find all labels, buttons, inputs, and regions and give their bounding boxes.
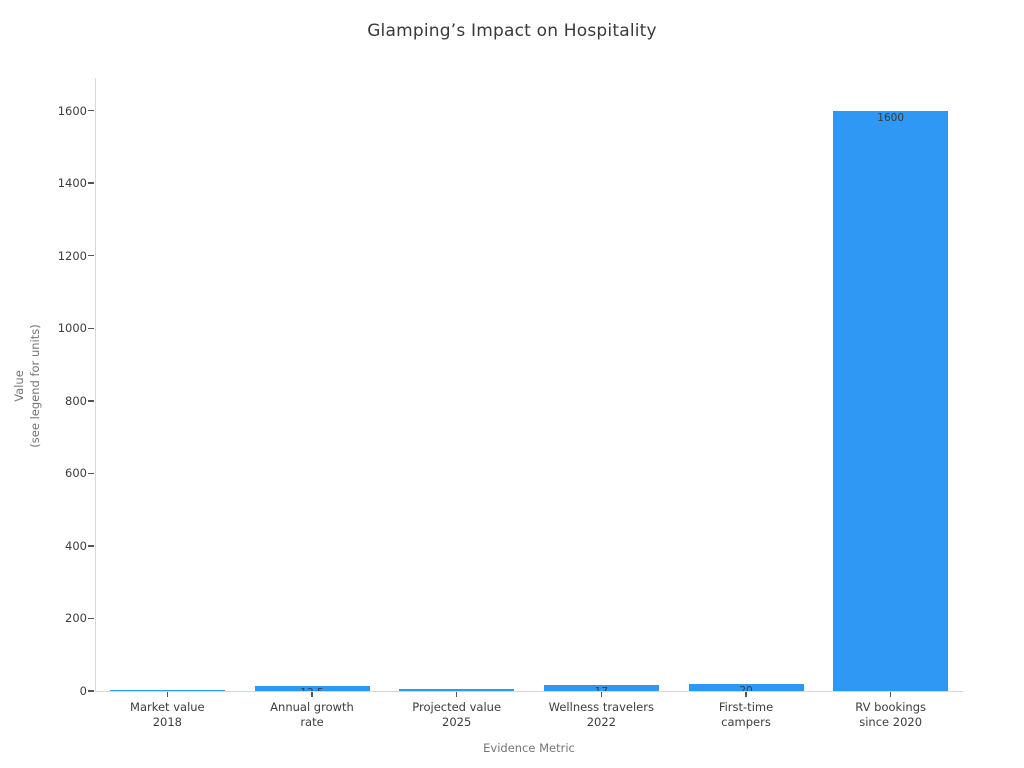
y-tick-mark [88, 109, 94, 112]
x-axis-spine [95, 691, 963, 692]
y-tick-label: 1400 [57, 176, 87, 191]
y-axis-spine [95, 78, 96, 691]
x-tick-mark [600, 692, 603, 697]
x-tick-mark [311, 692, 313, 697]
x-tick-label: First-time campers [718, 700, 774, 729]
y-tick-label: 1200 [57, 248, 87, 263]
y-tick-label: 1000 [57, 321, 87, 336]
chart-title: Glamping’s Impact on Hospitality [367, 21, 657, 41]
x-tick-mark [455, 692, 458, 697]
x-tick-mark [745, 692, 747, 697]
bar: 2.1 [109, 690, 225, 691]
x-tick-label: RV bookings since 2020 [855, 700, 926, 729]
bar: 4.8 [399, 689, 515, 691]
bar: 20 [688, 683, 804, 691]
x-tick-label: Projected value 2025 [412, 700, 502, 729]
bar-value-label: 20 [739, 684, 753, 691]
bar-value-label: 17 [544, 686, 659, 691]
y-tick-label: 400 [65, 538, 87, 553]
y-tick-mark [88, 472, 94, 475]
bar-value-label: 1600 [877, 111, 905, 124]
y-tick-label: 800 [65, 393, 87, 408]
y-tick-mark [88, 690, 94, 692]
plot-area: 0 200 400 600 800 1000 1200 1400 1600 2.1 12.5 4.8… [58, 78, 963, 729]
y-tick-label: 600 [65, 466, 87, 481]
y-tick-mark [88, 327, 94, 329]
y-tick-mark [88, 545, 94, 547]
x-tick-label: Annual growth rate [270, 700, 354, 729]
y-tick-label: 200 [65, 611, 87, 626]
y-tick-label: 0 [79, 684, 87, 698]
y-tick-mark [88, 182, 94, 184]
x-tick-mark [889, 692, 892, 697]
y-tick-mark [88, 255, 94, 257]
y-axis-label: Value (see legend for units) [12, 324, 42, 448]
x-tick-label: Market value 2018 [130, 700, 205, 729]
y-tick-label: 1600 [57, 103, 87, 118]
x-tick-label: Wellness travelers 2022 [548, 700, 654, 729]
x-tick-mark [166, 692, 169, 697]
y-tick-mark [88, 617, 94, 620]
bar: 17 [543, 684, 659, 691]
y-tick-mark [88, 400, 94, 402]
bar: 12.5 [254, 686, 370, 691]
bar-value-label: 12.5 [255, 688, 370, 691]
bar: 1600 [833, 110, 949, 691]
x-axis-label: Evidence Metric [483, 741, 575, 755]
